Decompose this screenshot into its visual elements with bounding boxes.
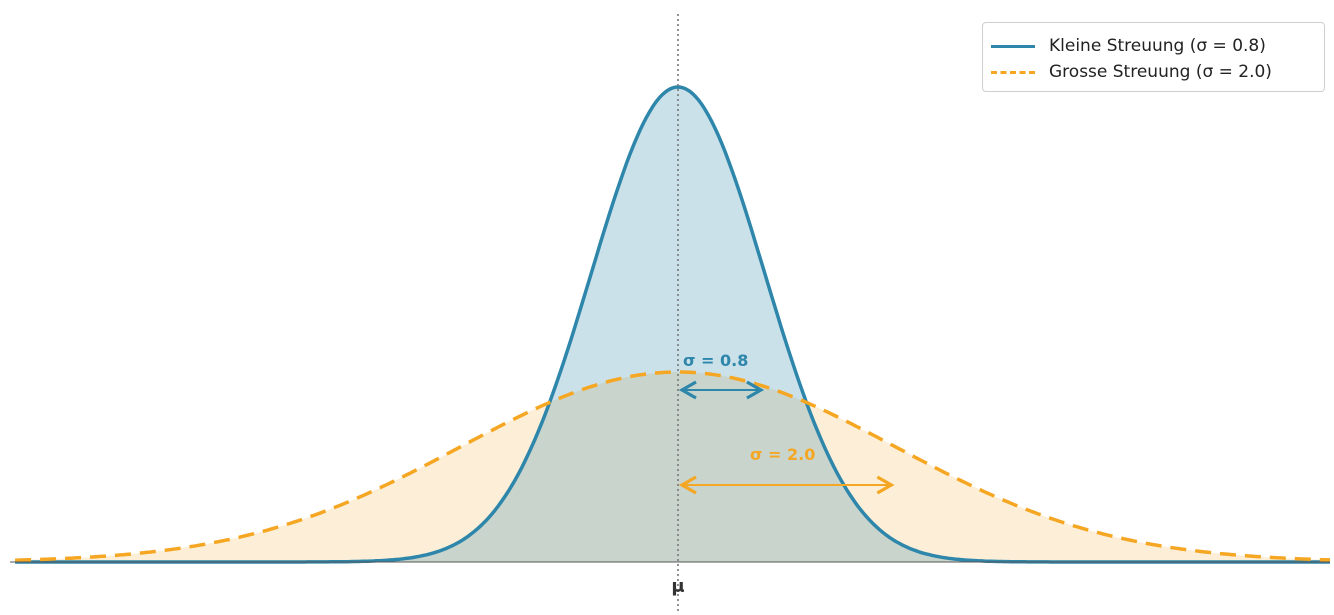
x-tick-label-mu: μ xyxy=(671,576,684,597)
legend-label: Kleine Streuung (σ = 0.8) xyxy=(1049,36,1266,56)
legend-label: Grosse Streuung (σ = 2.0) xyxy=(1049,62,1272,82)
sigma-label-small: σ = 0.8 xyxy=(683,351,748,370)
area-fill-series-0 xyxy=(15,87,1331,562)
legend-swatch-dashed xyxy=(991,70,1035,74)
sigma-label-large: σ = 2.0 xyxy=(750,445,815,464)
series-line-1 xyxy=(15,370,1331,562)
legend-swatch-solid xyxy=(991,44,1035,48)
legend-item-large-spread: Grosse Streuung (σ = 2.0) xyxy=(991,61,1272,83)
area-fill-series-1 xyxy=(15,372,1331,562)
legend-item-small-spread: Kleine Streuung (σ = 0.8) xyxy=(991,35,1266,57)
legend: Kleine Streuung (σ = 0.8) Grosse Streuun… xyxy=(982,22,1325,92)
